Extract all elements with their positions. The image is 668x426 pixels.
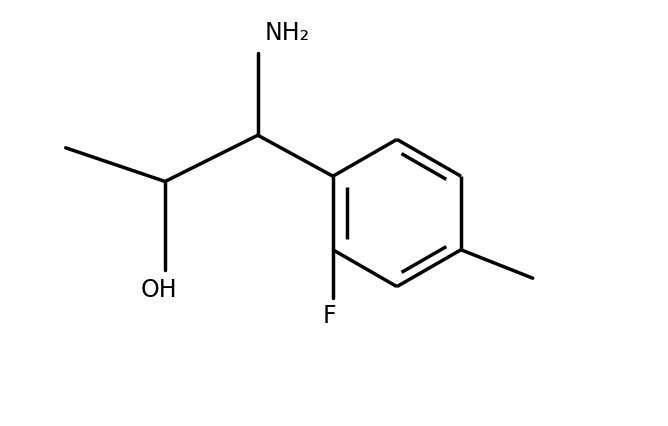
Text: OH: OH xyxy=(140,278,177,302)
Text: NH₂: NH₂ xyxy=(265,21,309,45)
Text: F: F xyxy=(323,305,337,328)
